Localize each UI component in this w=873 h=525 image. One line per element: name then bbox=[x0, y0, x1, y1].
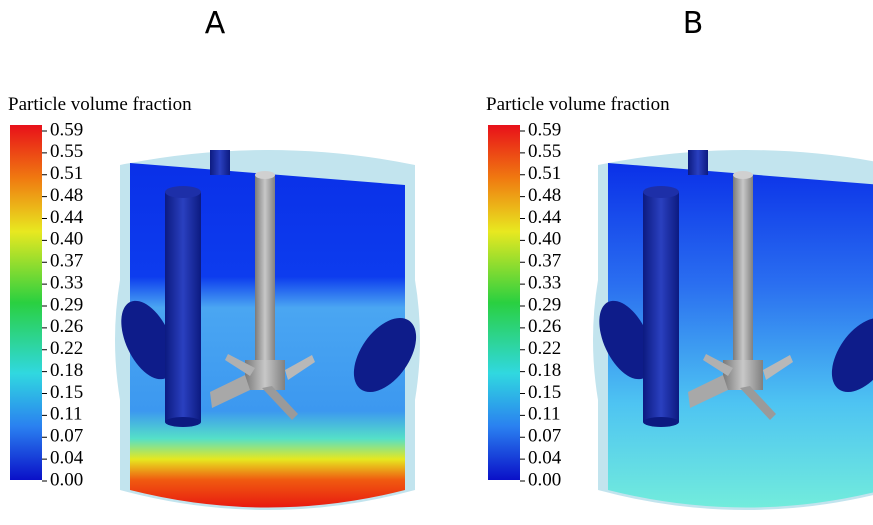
panel-label: A bbox=[205, 6, 226, 41]
colorbar-tick-label: 0.40 bbox=[50, 229, 83, 250]
colorbar-tick-label: 0.22 bbox=[528, 338, 561, 359]
colorbar-tick-label: 0.22 bbox=[50, 338, 83, 359]
colorbar-tick-label: 0.51 bbox=[50, 163, 83, 184]
colorbar-tick-label: 0.59 bbox=[528, 119, 561, 140]
colorbar-tick-label: 0.59 bbox=[50, 119, 83, 140]
nozzle-right bbox=[831, 317, 873, 393]
colorbar-tick-label: 0.51 bbox=[528, 163, 561, 184]
shaft-top bbox=[733, 171, 753, 179]
colorbar-tick-label: 0.18 bbox=[50, 360, 83, 381]
colorbar-tick-label: 0.48 bbox=[50, 185, 83, 206]
blade bbox=[740, 386, 776, 420]
inlet-pipe bbox=[210, 150, 230, 175]
blade bbox=[225, 354, 255, 376]
colorbar-tick-label: 0.18 bbox=[528, 360, 561, 381]
blade bbox=[688, 375, 728, 408]
colorbar-tick-label: 0.44 bbox=[50, 207, 84, 228]
inlet-pipe bbox=[688, 150, 708, 175]
colorbar-tick-label: 0.33 bbox=[50, 272, 83, 293]
baffle-bottom bbox=[643, 417, 679, 427]
hub bbox=[723, 360, 763, 390]
colorbar-tick-label: 0.11 bbox=[528, 404, 561, 425]
shaft bbox=[255, 175, 275, 375]
colorbar-tick-label: 0.15 bbox=[528, 382, 561, 403]
colorbar-tick-label: 0.04 bbox=[50, 447, 84, 468]
colorbar-tick-label: 0.15 bbox=[50, 382, 83, 403]
colorbar-tick-label: 0.00 bbox=[50, 469, 83, 490]
nozzle-left bbox=[121, 300, 175, 380]
baffle-top bbox=[165, 186, 201, 198]
baffle bbox=[643, 192, 679, 422]
colorbar bbox=[10, 125, 42, 480]
baffle-top bbox=[643, 186, 679, 198]
blade bbox=[262, 386, 298, 420]
colorbar-title: Particle volume fraction bbox=[486, 94, 670, 115]
colorbar-tick-label: 0.55 bbox=[528, 141, 561, 162]
colorbar-tick-label: 0.07 bbox=[50, 426, 83, 447]
shaft bbox=[733, 175, 753, 375]
colorbar-tick-label: 0.29 bbox=[528, 294, 561, 315]
panel-label: B bbox=[683, 6, 704, 41]
shaft-top bbox=[255, 171, 275, 179]
colorbar-tick-label: 0.26 bbox=[528, 316, 561, 337]
colorbar-tick-label: 0.55 bbox=[50, 141, 83, 162]
colorbar-tick-label: 0.37 bbox=[528, 251, 561, 272]
colorbar-tick-label: 0.37 bbox=[50, 251, 83, 272]
blade bbox=[210, 375, 250, 408]
colorbar-tick-label: 0.29 bbox=[50, 294, 83, 315]
colorbar-tick-label: 0.44 bbox=[528, 207, 562, 228]
colorbar-tick-label: 0.26 bbox=[50, 316, 83, 337]
baffle bbox=[165, 192, 201, 422]
colorbar-tick-label: 0.40 bbox=[528, 229, 561, 250]
colorbar-tick-label: 0.00 bbox=[528, 469, 561, 490]
colorbar-tick-label: 0.04 bbox=[528, 447, 562, 468]
blade bbox=[763, 355, 793, 380]
blade bbox=[285, 355, 315, 380]
colorbar-tick-label: 0.07 bbox=[528, 426, 561, 447]
nozzle-left bbox=[599, 300, 653, 380]
baffle-bottom bbox=[165, 417, 201, 427]
colorbar-tick-label: 0.11 bbox=[50, 404, 83, 425]
blade bbox=[703, 354, 733, 376]
colorbar-title: Particle volume fraction bbox=[8, 94, 192, 115]
colorbar-tick-label: 0.33 bbox=[528, 272, 561, 293]
nozzle-right bbox=[353, 317, 417, 393]
colorbar-tick-label: 0.48 bbox=[528, 185, 561, 206]
hub bbox=[245, 360, 285, 390]
colorbar bbox=[488, 125, 520, 480]
